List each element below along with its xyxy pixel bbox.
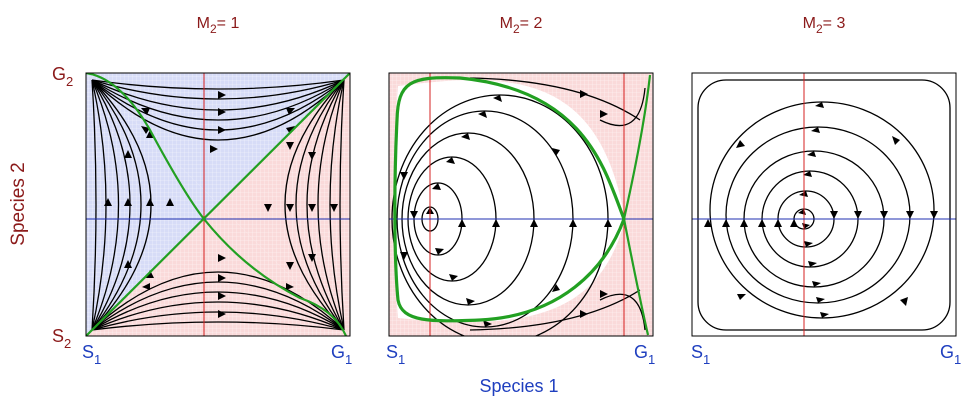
region-blue-top: [86, 73, 350, 204]
region-red-outer: [389, 73, 653, 336]
svg-text:G1: G1: [331, 342, 352, 367]
separatrix-diagonal-panel-1: [86, 73, 350, 336]
panel-2: [388, 72, 654, 337]
svg-text:S1: S1: [691, 342, 710, 367]
panel-3-frame: [691, 72, 957, 337]
svg-text:S2: S2: [52, 326, 71, 351]
svg-text:G1: G1: [940, 342, 961, 367]
svg-text:S1: S1: [82, 342, 101, 367]
svg-text:M2= 2: M2= 2: [500, 15, 543, 36]
arrowheads-panel-3: [704, 102, 938, 318]
corner-label-s1-panel2: S1: [386, 342, 405, 367]
corner-label-s1-panel3: S1: [691, 342, 710, 367]
x-axis-label: Species 1: [479, 376, 558, 396]
panel-1: [85, 72, 351, 337]
region-red-right-strip: [628, 73, 653, 336]
panel-title-1: M2= 1: [197, 15, 240, 36]
svg-text:M2= 3: M2= 3: [803, 15, 846, 36]
separatrix-stable-panel-2: [622, 74, 652, 220]
panel-2-frame: [388, 72, 654, 337]
panel-3-background: [692, 73, 956, 336]
corner-label-g1-panel1: G1: [331, 342, 352, 367]
corner-label-s1-panel1: S1: [82, 342, 101, 367]
svg-text:G1: G1: [634, 342, 655, 367]
separatrix-loop-panel-2: [393, 76, 626, 323]
arrowheads-panel-2: [400, 90, 612, 327]
svg-text:G2: G2: [52, 64, 73, 89]
corner-label-g1-panel2: G1: [634, 342, 655, 367]
panel-title-2: M2= 2: [500, 15, 543, 36]
separatrix-unstable-panel-2: [622, 218, 650, 336]
svg-text:S1: S1: [386, 342, 405, 367]
panel-3: [691, 72, 957, 337]
corner-label-g2: G2: [52, 64, 73, 89]
svg-text:M2= 1: M2= 1: [197, 15, 240, 36]
corner-label-g1-panel3: G1: [940, 342, 961, 367]
panel-title-3: M2= 3: [803, 15, 846, 36]
corner-label-s2: S2: [52, 326, 71, 351]
y-axis-label: Species 2: [8, 162, 29, 245]
separatrix-curve-panel-1: [86, 73, 348, 336]
panel-1-frame: [85, 72, 351, 337]
